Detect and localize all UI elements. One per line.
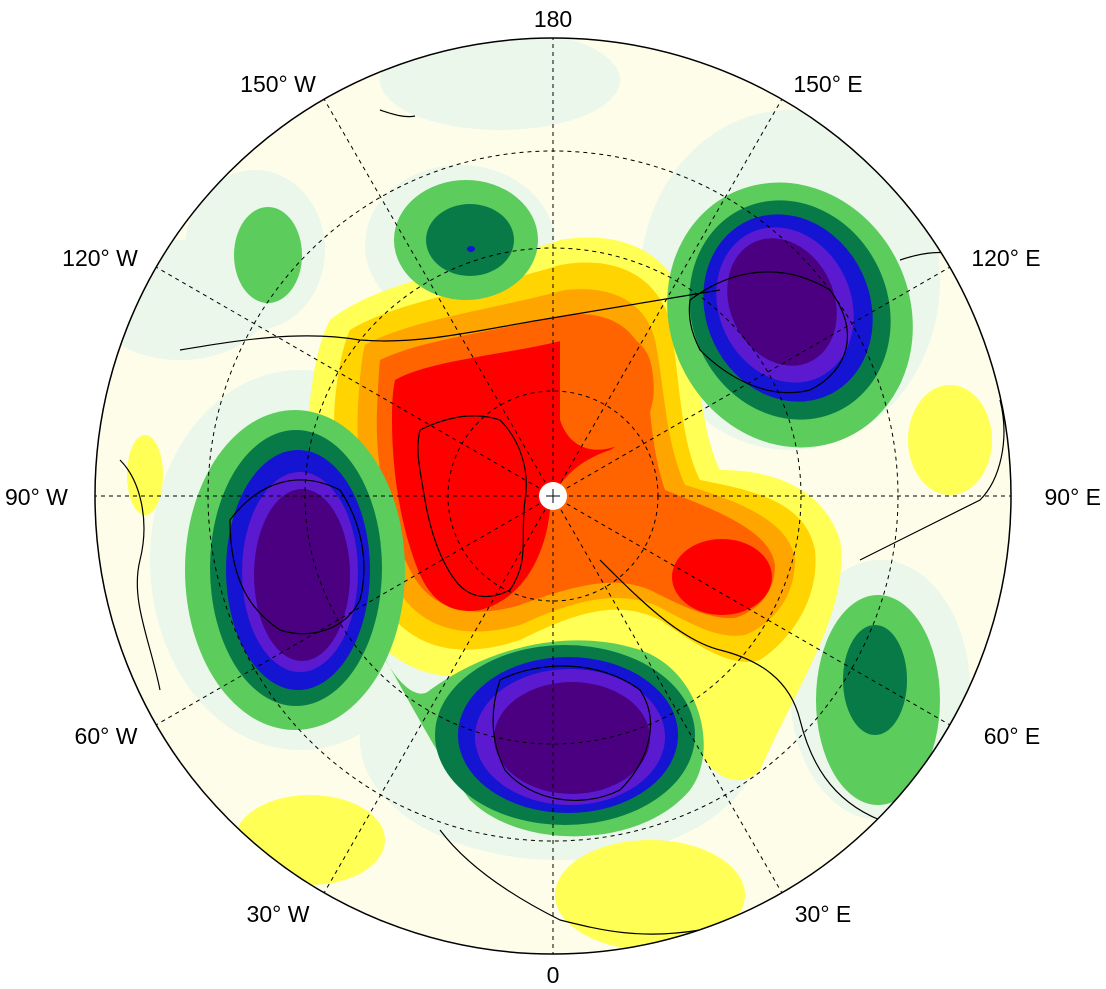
longitude-labels: 180 0 90° W 90° E 150° W 120° W 60° W 30… [5,6,1101,988]
negative-anomaly-central-asia [816,595,940,805]
map-border [94,37,1012,955]
lon-label-30e: 30° E [795,901,852,927]
positive-anomaly-arctic [307,237,842,781]
lon-label-120e: 120° E [971,245,1040,271]
lon-label-bottom: 0 [547,962,560,988]
lon-label-150e: 150° E [793,71,862,97]
negative-anomaly-bering [394,180,538,300]
weak-positive-regions [127,385,992,950]
lon-label-left: 90° W [5,484,68,510]
lon-label-right: 90° E [1044,484,1101,510]
anomaly-field [95,38,1011,954]
lon-label-top: 180 [534,6,572,32]
negative-anomaly-east-siberia [667,182,913,448]
negative-anomaly-europe [380,640,704,837]
lon-label-120w: 120° W [62,245,138,271]
lon-label-60w: 60° W [75,723,138,749]
lon-label-60e: 60° E [984,723,1041,749]
lon-label-150w: 150° W [240,71,316,97]
graticule [95,38,1011,954]
negative-anomaly-north-america [185,410,405,730]
coastlines [119,109,1005,935]
negative-anomaly-alaska [234,207,302,303]
lon-label-30w: 30° W [247,901,310,927]
